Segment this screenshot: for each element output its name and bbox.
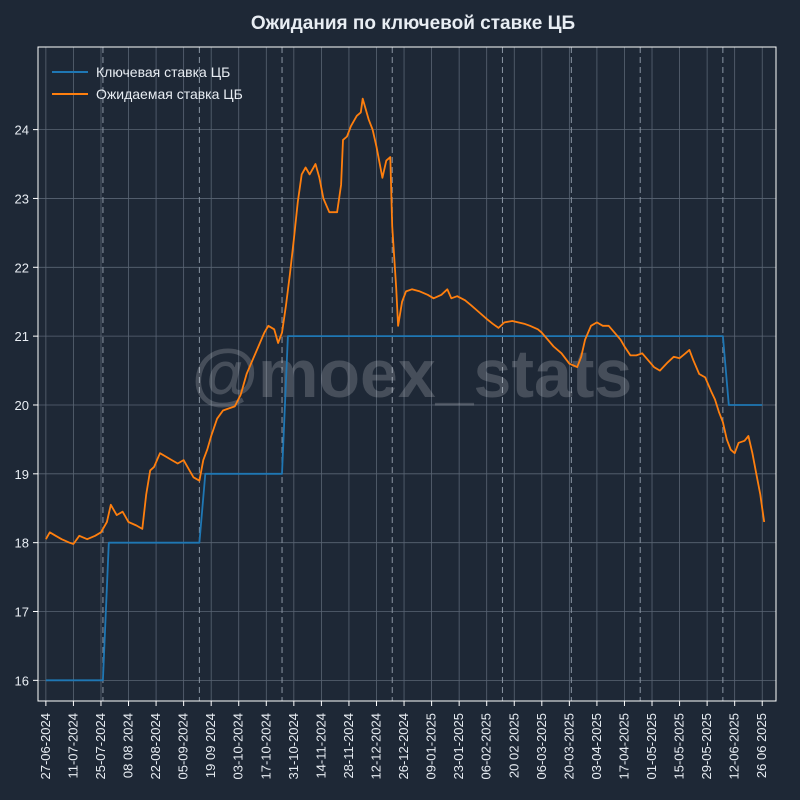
x-tick-label: 15-05-2025	[672, 713, 687, 780]
x-tick-label: 11-07-2024	[65, 713, 80, 779]
x-tick-label: 06-03-2025	[534, 713, 549, 780]
x-tick-label: 26 06 2025	[754, 713, 769, 778]
x-tick-label: 17-10-2024	[258, 713, 273, 780]
y-tick-label: 18	[15, 536, 29, 551]
y-tick-label: 22	[15, 260, 29, 275]
y-tick-label: 16	[15, 673, 29, 688]
plot-frame	[37, 46, 777, 702]
key-rate-line	[45, 335, 763, 682]
y-axis: 16 17 18 19 20 21 22 23 24	[15, 123, 38, 688]
y-tick-label: 19	[15, 467, 29, 482]
x-tick-label: 12-12-2024	[368, 713, 383, 780]
legend-label-key-rate: Ключевая ставка ЦБ	[96, 64, 230, 80]
x-tick-label: 19 09 2024	[203, 713, 218, 778]
x-tick-label: 17-04-2025	[616, 713, 631, 780]
x-tick-label: 12-06-2025	[727, 713, 742, 780]
decision-date-lines	[102, 47, 724, 701]
x-tick-label: 20-03-2025	[561, 713, 576, 780]
x-tick-label: 14-11-2024	[313, 713, 328, 779]
x-axis: 27-06-2024 11-07-2024 25-07-2024 08 08 2024…	[38, 701, 769, 780]
x-tick-label: 03-04-2025	[589, 713, 604, 780]
y-tick-label: 21	[15, 329, 29, 344]
x-tick-label: 29-05-2025	[699, 713, 714, 780]
x-tick-label: 25-07-2024	[93, 713, 108, 780]
x-tick-label: 23-01-2025	[451, 713, 466, 780]
x-tick-label: 08 08 2024	[121, 713, 136, 778]
legend-label-expected-rate: Ожидаемая ставка ЦБ	[96, 86, 243, 102]
x-tick-label: 20 02 2025	[506, 713, 521, 778]
expected-rate-line	[45, 97, 766, 545]
x-tick-label: 26-12-2024	[396, 713, 411, 780]
x-tick-label: 05-09-2024	[176, 713, 191, 780]
legend: Ключевая ставка ЦБ Ожидаемая ставка ЦБ	[52, 64, 243, 102]
x-tick-label: 22-08-2024	[148, 713, 163, 780]
x-tick-label: 31-10-2024	[286, 713, 301, 780]
watermark: @moex_stats	[192, 336, 633, 412]
y-tick-label: 17	[15, 605, 29, 620]
x-tick-label: 27-06-2024	[38, 713, 53, 780]
x-tick-label: 28-11-2024	[341, 713, 356, 779]
y-tick-label: 23	[15, 191, 29, 206]
x-tick-label: 01-05-2025	[644, 713, 659, 780]
x-tick-label: 06-02-2025	[479, 713, 494, 780]
y-tick-label: 20	[15, 398, 29, 413]
x-tick-label: 09-01-2025	[424, 713, 439, 780]
chart-title: Ожидания по ключевой ставке ЦБ	[251, 13, 575, 34]
y-tick-label: 24	[15, 123, 29, 138]
x-tick-label: 03-10-2024	[231, 713, 246, 780]
series-lines	[45, 97, 766, 682]
